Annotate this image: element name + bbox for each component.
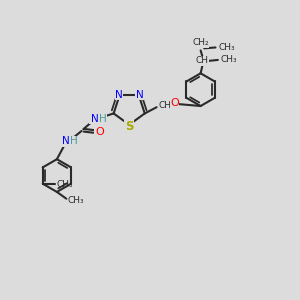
Text: CH: CH: [196, 56, 209, 65]
Text: N: N: [62, 136, 70, 146]
Text: H: H: [99, 114, 106, 124]
Text: CH₂: CH₂: [159, 101, 175, 110]
Text: CH₂: CH₂: [192, 38, 208, 47]
Text: CH₃: CH₃: [57, 179, 73, 188]
Text: CH₃: CH₃: [221, 56, 238, 64]
Text: H: H: [70, 136, 77, 146]
Text: CH₃: CH₃: [68, 196, 84, 205]
Text: O: O: [95, 127, 104, 136]
Text: NH: NH: [90, 114, 105, 124]
Text: N: N: [136, 90, 143, 100]
Text: N: N: [91, 114, 99, 124]
Text: O: O: [170, 98, 179, 108]
Text: S: S: [125, 120, 134, 133]
Text: CH₃: CH₃: [218, 43, 235, 52]
Text: N: N: [115, 90, 123, 100]
